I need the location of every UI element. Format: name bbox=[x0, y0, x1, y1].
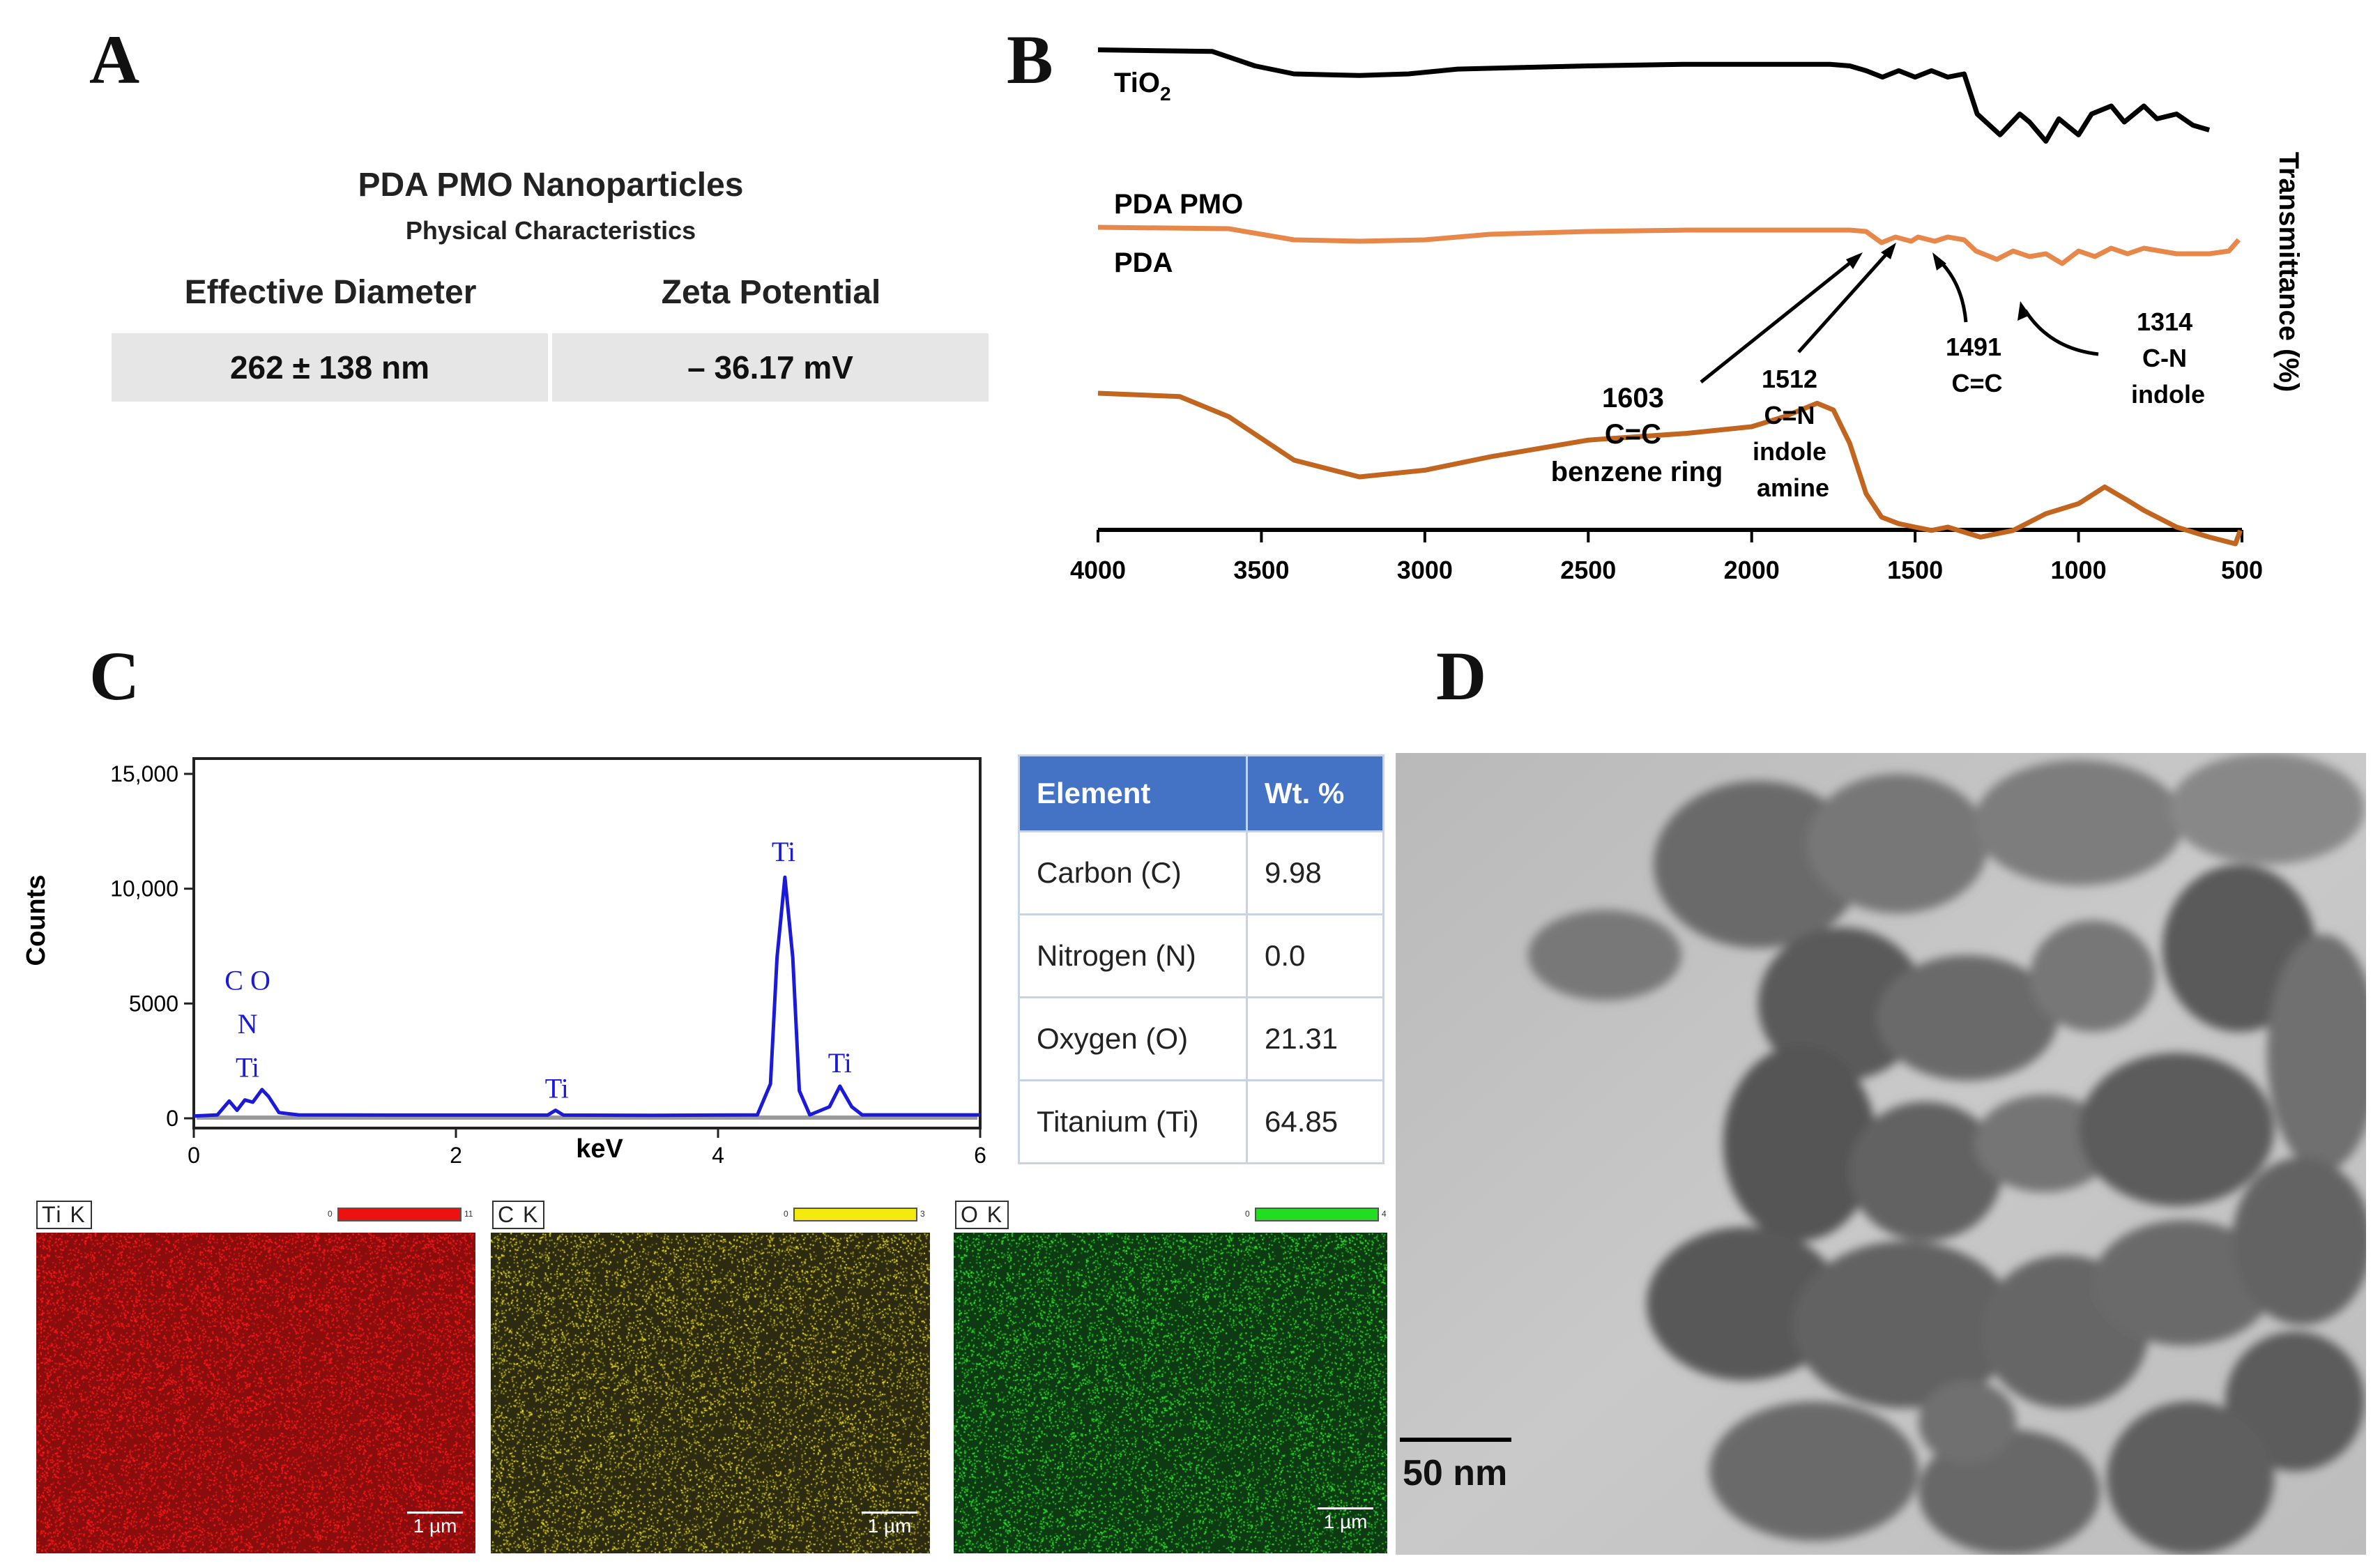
eds-element-name: Titanium (Ti) bbox=[1019, 1079, 1248, 1164]
map-legend-o: 0 4 bbox=[1245, 1208, 1398, 1224]
eds-y-tick-label: 15,000 bbox=[110, 761, 178, 786]
tem-particles bbox=[1528, 753, 2366, 1555]
map-scale-bar-o: 1 µm bbox=[1318, 1507, 1373, 1533]
eds-element-wt: 9.98 bbox=[1246, 830, 1384, 915]
table-row: Nitrogen (N) 0.0 bbox=[1019, 913, 1384, 998]
eds-peak-label: Ti bbox=[545, 1072, 569, 1104]
ftir-x-tick-label: 3000 bbox=[1397, 556, 1453, 584]
eds-x-tick-label: 4 bbox=[712, 1143, 724, 1168]
ftir-line-pda bbox=[1097, 390, 2243, 547]
eds-peak-label: Ti bbox=[828, 1047, 852, 1079]
eds-peak-label: Ti bbox=[236, 1052, 259, 1083]
label-pda: PDA bbox=[1114, 248, 1173, 278]
annotation-1603: 1603 C=C benzene ring bbox=[1551, 383, 1723, 487]
ftir-line-pda-pmo bbox=[1097, 224, 2241, 266]
ftir-ylabel: Transmittance (%) bbox=[2273, 152, 2304, 393]
eds-peak-label: Ti bbox=[772, 836, 795, 867]
scale-line bbox=[862, 1512, 917, 1514]
panel-letter-c: C bbox=[89, 637, 140, 715]
legend-bar-c bbox=[793, 1208, 917, 1221]
table-row: Titanium (Ti) 64.85 bbox=[1019, 1079, 1384, 1164]
eds-ylabel: Counts bbox=[22, 875, 51, 966]
eds-spectrum-line bbox=[193, 875, 980, 1118]
legend-bar-ti bbox=[337, 1208, 461, 1221]
label-pda-pmo: PDA PMO bbox=[1114, 189, 1243, 220]
legend-min: 0 bbox=[784, 1209, 788, 1219]
panel-a-subtitle: Physical Characteristics bbox=[405, 216, 696, 245]
map-label-c: C K bbox=[492, 1201, 545, 1229]
ftir-annotation-arrows bbox=[1700, 250, 2099, 383]
legend-min: 0 bbox=[328, 1209, 333, 1219]
legend-max: 4 bbox=[1382, 1209, 1387, 1219]
annotation-1491: 1491 C=C bbox=[1946, 333, 2008, 397]
eds-table-header-row: Element Wt. % bbox=[1019, 755, 1384, 832]
table-row: Carbon (C) 9.98 bbox=[1019, 830, 1384, 915]
scale-text: 1 µm bbox=[867, 1515, 912, 1537]
legend-max: 11 bbox=[464, 1209, 473, 1219]
eds-peak-label: C O bbox=[224, 965, 270, 996]
ftir-x-tick-label: 4000 bbox=[1070, 556, 1126, 584]
o-elemental-map bbox=[954, 1233, 1387, 1553]
ftir-x-tick-label: 2000 bbox=[1724, 556, 1780, 584]
map-scale-bar-c: 1 µm bbox=[862, 1512, 917, 1537]
ti-elemental-map bbox=[36, 1233, 475, 1553]
map-label-ti: Ti K bbox=[36, 1201, 92, 1229]
value-zeta-potential: – 36.17 mV bbox=[552, 333, 989, 402]
map-legend-ti: 0 11 bbox=[328, 1208, 481, 1224]
eds-element-wt: 21.31 bbox=[1246, 996, 1384, 1081]
eds-x-tick-label: 0 bbox=[188, 1143, 200, 1168]
eds-header-wt: Wt. % bbox=[1246, 755, 1384, 832]
header-zeta-potential: Zeta Potential bbox=[661, 274, 881, 311]
eds-element-name: Carbon (C) bbox=[1019, 830, 1248, 915]
ftir-x-tick-label: 3500 bbox=[1233, 556, 1289, 584]
ftir-x-tick-label: 2500 bbox=[1560, 556, 1616, 584]
map-scale-bar-ti: 1 µm bbox=[407, 1512, 463, 1537]
eds-header-element: Element bbox=[1019, 755, 1248, 832]
eds-element-name: Oxygen (O) bbox=[1019, 996, 1248, 1081]
eds-spectrum-chart: 0 2 4 6 0 5000 10,000 15,000 C O N Ti Ti Ti Ti keV C… bbox=[22, 757, 986, 1168]
ftir-x-tick-label: 1500 bbox=[1887, 556, 1943, 584]
map-label-o: O K bbox=[955, 1201, 1009, 1229]
value-effective-diameter: 262 ± 138 nm bbox=[112, 333, 548, 402]
eds-element-name: Nitrogen (N) bbox=[1019, 913, 1248, 998]
header-effective-diameter: Effective Diameter bbox=[184, 274, 477, 311]
eds-plot-frame bbox=[192, 757, 982, 1129]
legend-max: 3 bbox=[920, 1209, 925, 1219]
panel-letter-b: B bbox=[1007, 21, 1053, 98]
panel-letter-d: D bbox=[1436, 637, 1487, 715]
scale-line bbox=[407, 1512, 463, 1514]
map-legend-c: 0 3 bbox=[784, 1208, 937, 1224]
eds-y-tick-label: 0 bbox=[166, 1106, 178, 1131]
ftir-chart: 4000 3500 3000 2500 2000 1500 1000 500 TiO2 PDA… bbox=[1070, 47, 2304, 584]
eds-peak-label: N bbox=[238, 1008, 258, 1040]
scale-text: 1 µm bbox=[1323, 1511, 1368, 1532]
eds-baseline bbox=[197, 1116, 977, 1120]
eds-x-tick-label: 6 bbox=[974, 1143, 986, 1168]
scale-line bbox=[1318, 1507, 1373, 1509]
label-tio2: TiO2 bbox=[1114, 68, 1171, 105]
tem-scale-bar bbox=[1400, 1438, 1511, 1442]
scale-text: 1 µm bbox=[413, 1515, 457, 1537]
ftir-x-tick-label: 500 bbox=[2221, 556, 2263, 584]
eds-y-tick-label: 10,000 bbox=[110, 876, 178, 901]
annotation-1314: 1314 C-N indole bbox=[2131, 307, 2205, 409]
eds-x-tick-label: 2 bbox=[450, 1143, 462, 1168]
c-elemental-map bbox=[491, 1233, 930, 1553]
table-row: Oxygen (O) 21.31 bbox=[1019, 996, 1384, 1081]
ftir-line-tio2 bbox=[1097, 47, 2211, 144]
ftir-x-tick-label: 1000 bbox=[2051, 556, 2107, 584]
panel-letter-a: A bbox=[89, 21, 140, 98]
eds-y-tick-label: 5000 bbox=[129, 991, 178, 1016]
eds-element-wt: 0.0 bbox=[1246, 913, 1384, 998]
tem-scale-text: 50 nm bbox=[1403, 1453, 1507, 1493]
legend-min: 0 bbox=[1245, 1209, 1250, 1219]
eds-element-table: Element Wt. % Carbon (C) 9.98 Nitrogen (… bbox=[1018, 754, 1384, 1164]
eds-xlabel: keV bbox=[576, 1134, 623, 1164]
tem-image: 50 nm bbox=[1396, 753, 2366, 1555]
eds-element-wt: 64.85 bbox=[1246, 1079, 1384, 1164]
annotation-1512: 1512 C=N indole amine bbox=[1753, 365, 1833, 502]
panel-a-title: PDA PMO Nanoparticles bbox=[358, 167, 744, 204]
legend-bar-o bbox=[1255, 1208, 1379, 1221]
